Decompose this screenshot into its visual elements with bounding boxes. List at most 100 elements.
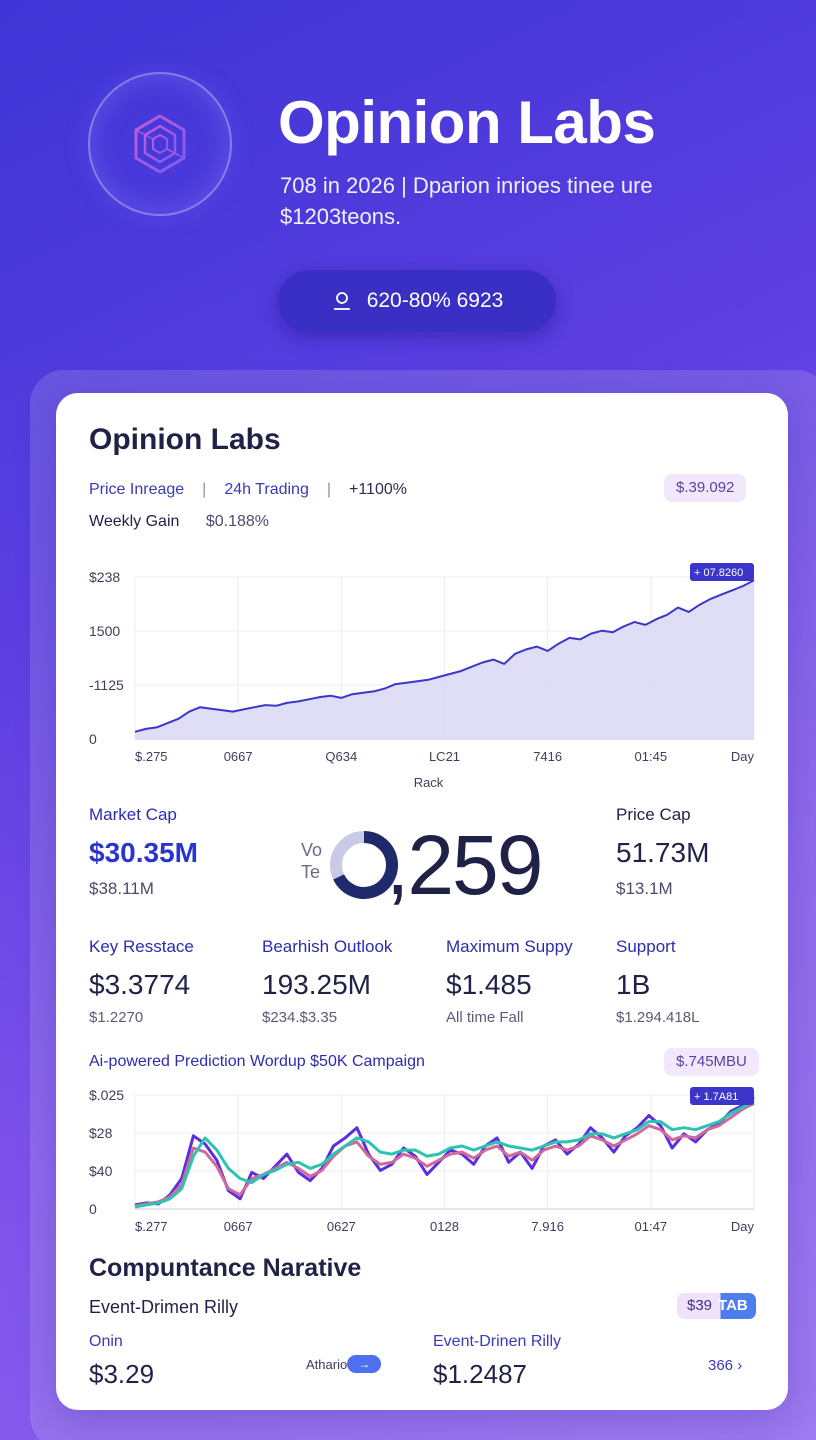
narrative-item-value: $1.2487 [433,1359,527,1389]
hero-subtitle-line1: 708 in 2026 | Dparion inrioes tinee ure [280,173,653,198]
y-tick-label: -1125 [89,677,124,693]
y-tick-label: $.025 [89,1087,124,1103]
y-tick-label: $238 [89,569,120,585]
y-tick-label: 0 [89,1201,97,1217]
tab-price-increase[interactable]: Price Inreage [89,481,185,498]
x-tick-label: Day [731,749,755,764]
stat-label: Support [616,937,676,956]
stat-value: $3.3774 [89,969,191,1000]
price-badge: $.39.092 [664,474,747,502]
narrative-item-onin: Onin $3.29 [89,1333,154,1390]
tab-divider: | [202,481,207,498]
series-line [134,1101,755,1208]
donut-side-text-2: Te [301,862,321,882]
x-tick-label: $.275 [135,749,168,764]
price-area-chart: $238 1500 -1125 0 $.275 0667 Q634 LC21 7416 01:45… [89,563,755,790]
tab-row: Price Inreage | 24h Trading | +1100% [89,481,407,499]
hero-cta-button[interactable]: 620-80% 6923 [278,270,556,332]
x-tick-label: LC21 [429,749,460,764]
advance-label: Athario [306,1356,348,1372]
donut-gauge [330,831,398,899]
stat-sub: $1.294.418L [616,1009,700,1026]
tab-percent[interactable]: +1100% [349,481,407,498]
stat-value: 51.73M [616,837,710,868]
weekly-gain-label: Weekly Gain [89,513,180,530]
advance-control[interactable]: Athario → [306,1355,382,1373]
end-tag-label: + 1.7A81 [694,1091,738,1103]
x-tick-label: 0627 [327,1219,356,1234]
stat-label: Market Cap [89,805,177,824]
end-value-tag: + 1.7A81 [690,1087,754,1105]
stat-sub: All time Fall [446,1009,524,1026]
end-tag-bg [690,563,754,581]
end-value-tag: + 07.8260 [690,563,754,581]
x-tick-label: 01:45 [635,749,668,764]
narrative-tab-badge[interactable]: $39 TAB [677,1293,756,1319]
y-tick-label: $40 [89,1163,113,1179]
narrative-badge-left: $39 [687,1297,713,1314]
tab-24h-trading[interactable]: 24h Trading [224,481,309,498]
stat-sub: $1.2270 [89,1009,144,1026]
more-link[interactable]: 366 › [708,1357,743,1374]
x-tick-label: 7416 [533,749,562,764]
campaign-line-chart: $.025 $28 $40 0 $.277 0667 0627 0128 7.916 01:47 D… [89,1087,755,1234]
stat-sub: $13.1M [616,879,673,898]
big-number: ,259 [386,818,543,912]
x-tick-label: 0667 [224,1219,253,1234]
card-title: Opinion Labs [89,423,281,456]
logo-ring [88,72,232,216]
narrative-item-label: Onin [89,1333,123,1350]
arrow-right-icon[interactable]: → [347,1355,382,1373]
hero-title: Opinion Labs [278,89,656,156]
donut-block: Vo Te ,259 [301,818,601,915]
stat-value: $1.485 [446,969,532,1000]
end-tag-bg [690,1087,754,1105]
hero-subtitle-line2: $1203teons. [280,204,402,229]
stat-price-cap: Price Cap 51.73M $13.1M [616,805,709,899]
y-tick-label: 0 [89,731,97,747]
weekly-gain: Weekly Gain $0.188% [89,513,269,531]
donut-fill [333,831,398,899]
hero-section: Opinion Labs 708 in 2026 | Dparion inrio… [0,0,816,370]
end-tag-label: + 07.8260 [694,567,743,579]
area-fill [135,580,754,739]
stat-label: Price Cap [616,805,691,824]
weekly-gain-value: $0.188% [205,513,270,530]
stat-value: 1B [616,969,651,1000]
stat-label: Maximum Suppy [446,937,573,956]
tab-divider: | [326,481,331,498]
dashboard-card: Opinion Labs Price Inreage | 24h Trading… [56,393,788,1410]
stat-label: Bearhish Outlook [262,937,393,956]
x-tick-label: Day [731,1219,755,1234]
hero-subtitle: 708 in 2026 | Dparion inrioes tinee ure … [280,170,740,232]
campaign-badge: $.745MBU [664,1048,759,1076]
stat-label: Key Resstace [89,937,194,956]
y-tick-label: 1500 [89,623,120,639]
x-tick-label: Q634 [325,749,357,764]
series-line [134,1099,755,1209]
stat-key-resistance: Key Resstace $3.3774 $1.2270 [89,937,194,1026]
stat-value: $30.35M [89,837,198,868]
stat-value: 193.25M [262,969,371,1000]
narrative-badge-right: TAB [718,1297,748,1314]
stat-support: Support 1B $1.294.418L [616,937,699,1026]
stat-bearish-outlook: Bearhish Outlook 193.25M $234.$3.35 [262,937,392,1026]
narrative-title: Compuntance Narative [89,1254,362,1282]
donut-side-text: Vo Te [301,839,322,883]
series-line [134,579,755,733]
hero-cta-label: 620-80% 6923 [366,289,504,312]
stat-sub: $234.$3.35 [262,1009,338,1026]
stat-maximum-supply: Maximum Suppy $1.485 All time Fall [446,937,573,1026]
narrative-item-event: Event-Drinen Rilly $1.2487 [433,1333,561,1390]
user-icon [333,292,350,310]
narrative-item-label: Event-Drinen Rilly [433,1333,562,1350]
narrative-subtitle: Event-Drimen Rilly [89,1297,239,1317]
x-tick-label: 01:47 [635,1219,668,1234]
donut-side-text-1: Vo [301,840,323,860]
stat-market-cap: Market Cap $30.35M $38.11M [89,805,198,899]
narrative-item-value: $3.29 [89,1359,155,1389]
x-tick-label: $.277 [135,1219,168,1234]
stat-sub: $38.11M [89,879,154,898]
x-tick-label: 7.916 [531,1219,564,1234]
x-axis-label: Rack [414,775,444,790]
